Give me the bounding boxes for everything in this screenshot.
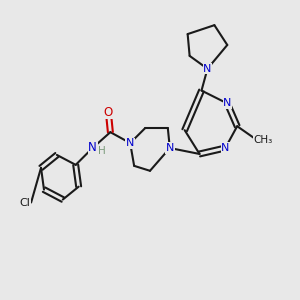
Text: Cl: Cl	[20, 197, 31, 208]
Text: N: N	[88, 140, 97, 154]
Text: CH₃: CH₃	[253, 135, 273, 145]
Text: N: N	[166, 143, 174, 153]
Text: N: N	[126, 138, 134, 148]
Text: N: N	[203, 64, 212, 74]
Text: N: N	[223, 98, 232, 108]
Text: H: H	[98, 146, 105, 156]
Text: O: O	[104, 106, 113, 119]
Text: N: N	[221, 143, 230, 153]
